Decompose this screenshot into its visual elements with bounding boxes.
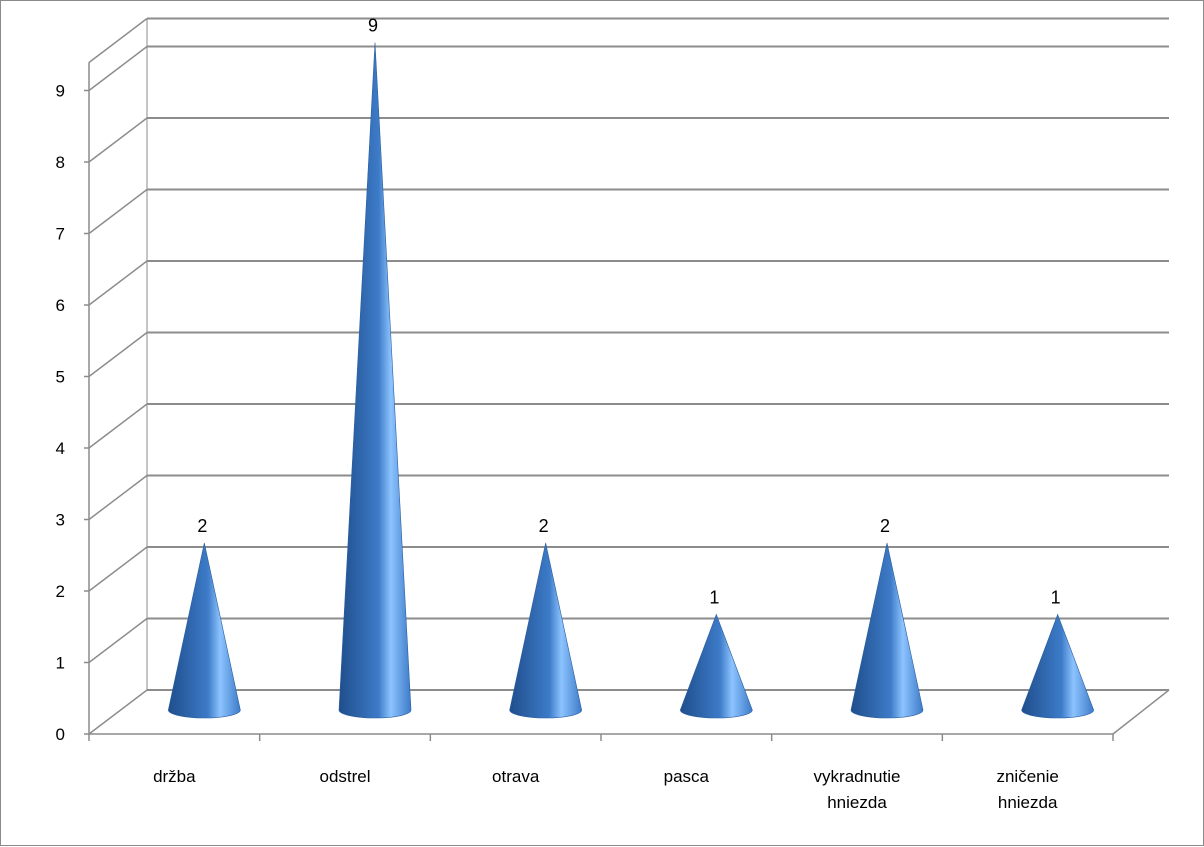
cone-bar-1: [168, 542, 241, 719]
floor-edge: [1112, 689, 1170, 735]
side-gridline: [88, 403, 148, 449]
side-gridline: [88, 617, 148, 664]
cone-body: [338, 42, 412, 719]
side-gridline: [88, 260, 148, 306]
x-tick-label: pasca: [664, 767, 710, 786]
side-gridline: [88, 17, 148, 64]
side-gridline: [88, 474, 148, 521]
y-tick-label: 1: [56, 654, 65, 673]
x-tick-label: vykradnutie hniezda: [814, 767, 901, 812]
y-tick-label: 5: [56, 368, 65, 387]
side-gridline: [88, 117, 148, 163]
y-axis: 0 1 2 3 4 5 6 7 8 9: [56, 62, 90, 744]
cone-body: [1021, 613, 1094, 719]
cone-bar-2: [338, 42, 412, 719]
cone-bar-3: [509, 542, 582, 719]
x-tick-label: otrava: [492, 767, 540, 786]
data-label: 2: [197, 516, 207, 536]
y-tick-label: 7: [56, 225, 65, 244]
side-gridline: [88, 689, 148, 735]
y-tick-label: 8: [56, 153, 65, 172]
cone-bar-5: [850, 542, 924, 719]
side-gridline: [88, 188, 148, 235]
chart-walls: [88, 17, 1170, 735]
data-label: 9: [368, 16, 378, 36]
x-tick-label: zničenie hniezda: [996, 767, 1058, 812]
data-label: 2: [880, 516, 890, 536]
side-gridline: [88, 546, 148, 592]
cone-body: [509, 542, 582, 719]
y-tick-label: 3: [56, 511, 65, 530]
data-label: 1: [1051, 588, 1061, 608]
cone-body: [168, 542, 241, 719]
x-tick-label: držba: [153, 767, 196, 786]
cone-body: [850, 542, 924, 719]
y-tick-label: 6: [56, 296, 65, 315]
data-series: [168, 42, 1094, 719]
data-label: 1: [709, 588, 719, 608]
x-tick-label: odstrel: [319, 767, 370, 786]
cone-bar-6: [1021, 613, 1094, 719]
x-axis: držba odstrel otrava pasca vykradnutie hniezd…: [88, 733, 1114, 812]
y-tick-label: 0: [56, 725, 65, 744]
cone-body: [680, 613, 753, 719]
y-tick-label: 2: [56, 582, 65, 601]
side-gridline: [88, 45, 148, 92]
data-labels: 2 9 2 1 2 1: [197, 16, 1060, 608]
data-label: 2: [539, 516, 549, 536]
y-tick-label: 9: [56, 82, 65, 101]
side-gridline: [88, 331, 148, 378]
cone-bar-4: [680, 613, 753, 719]
y-tick-label: 4: [56, 439, 65, 458]
